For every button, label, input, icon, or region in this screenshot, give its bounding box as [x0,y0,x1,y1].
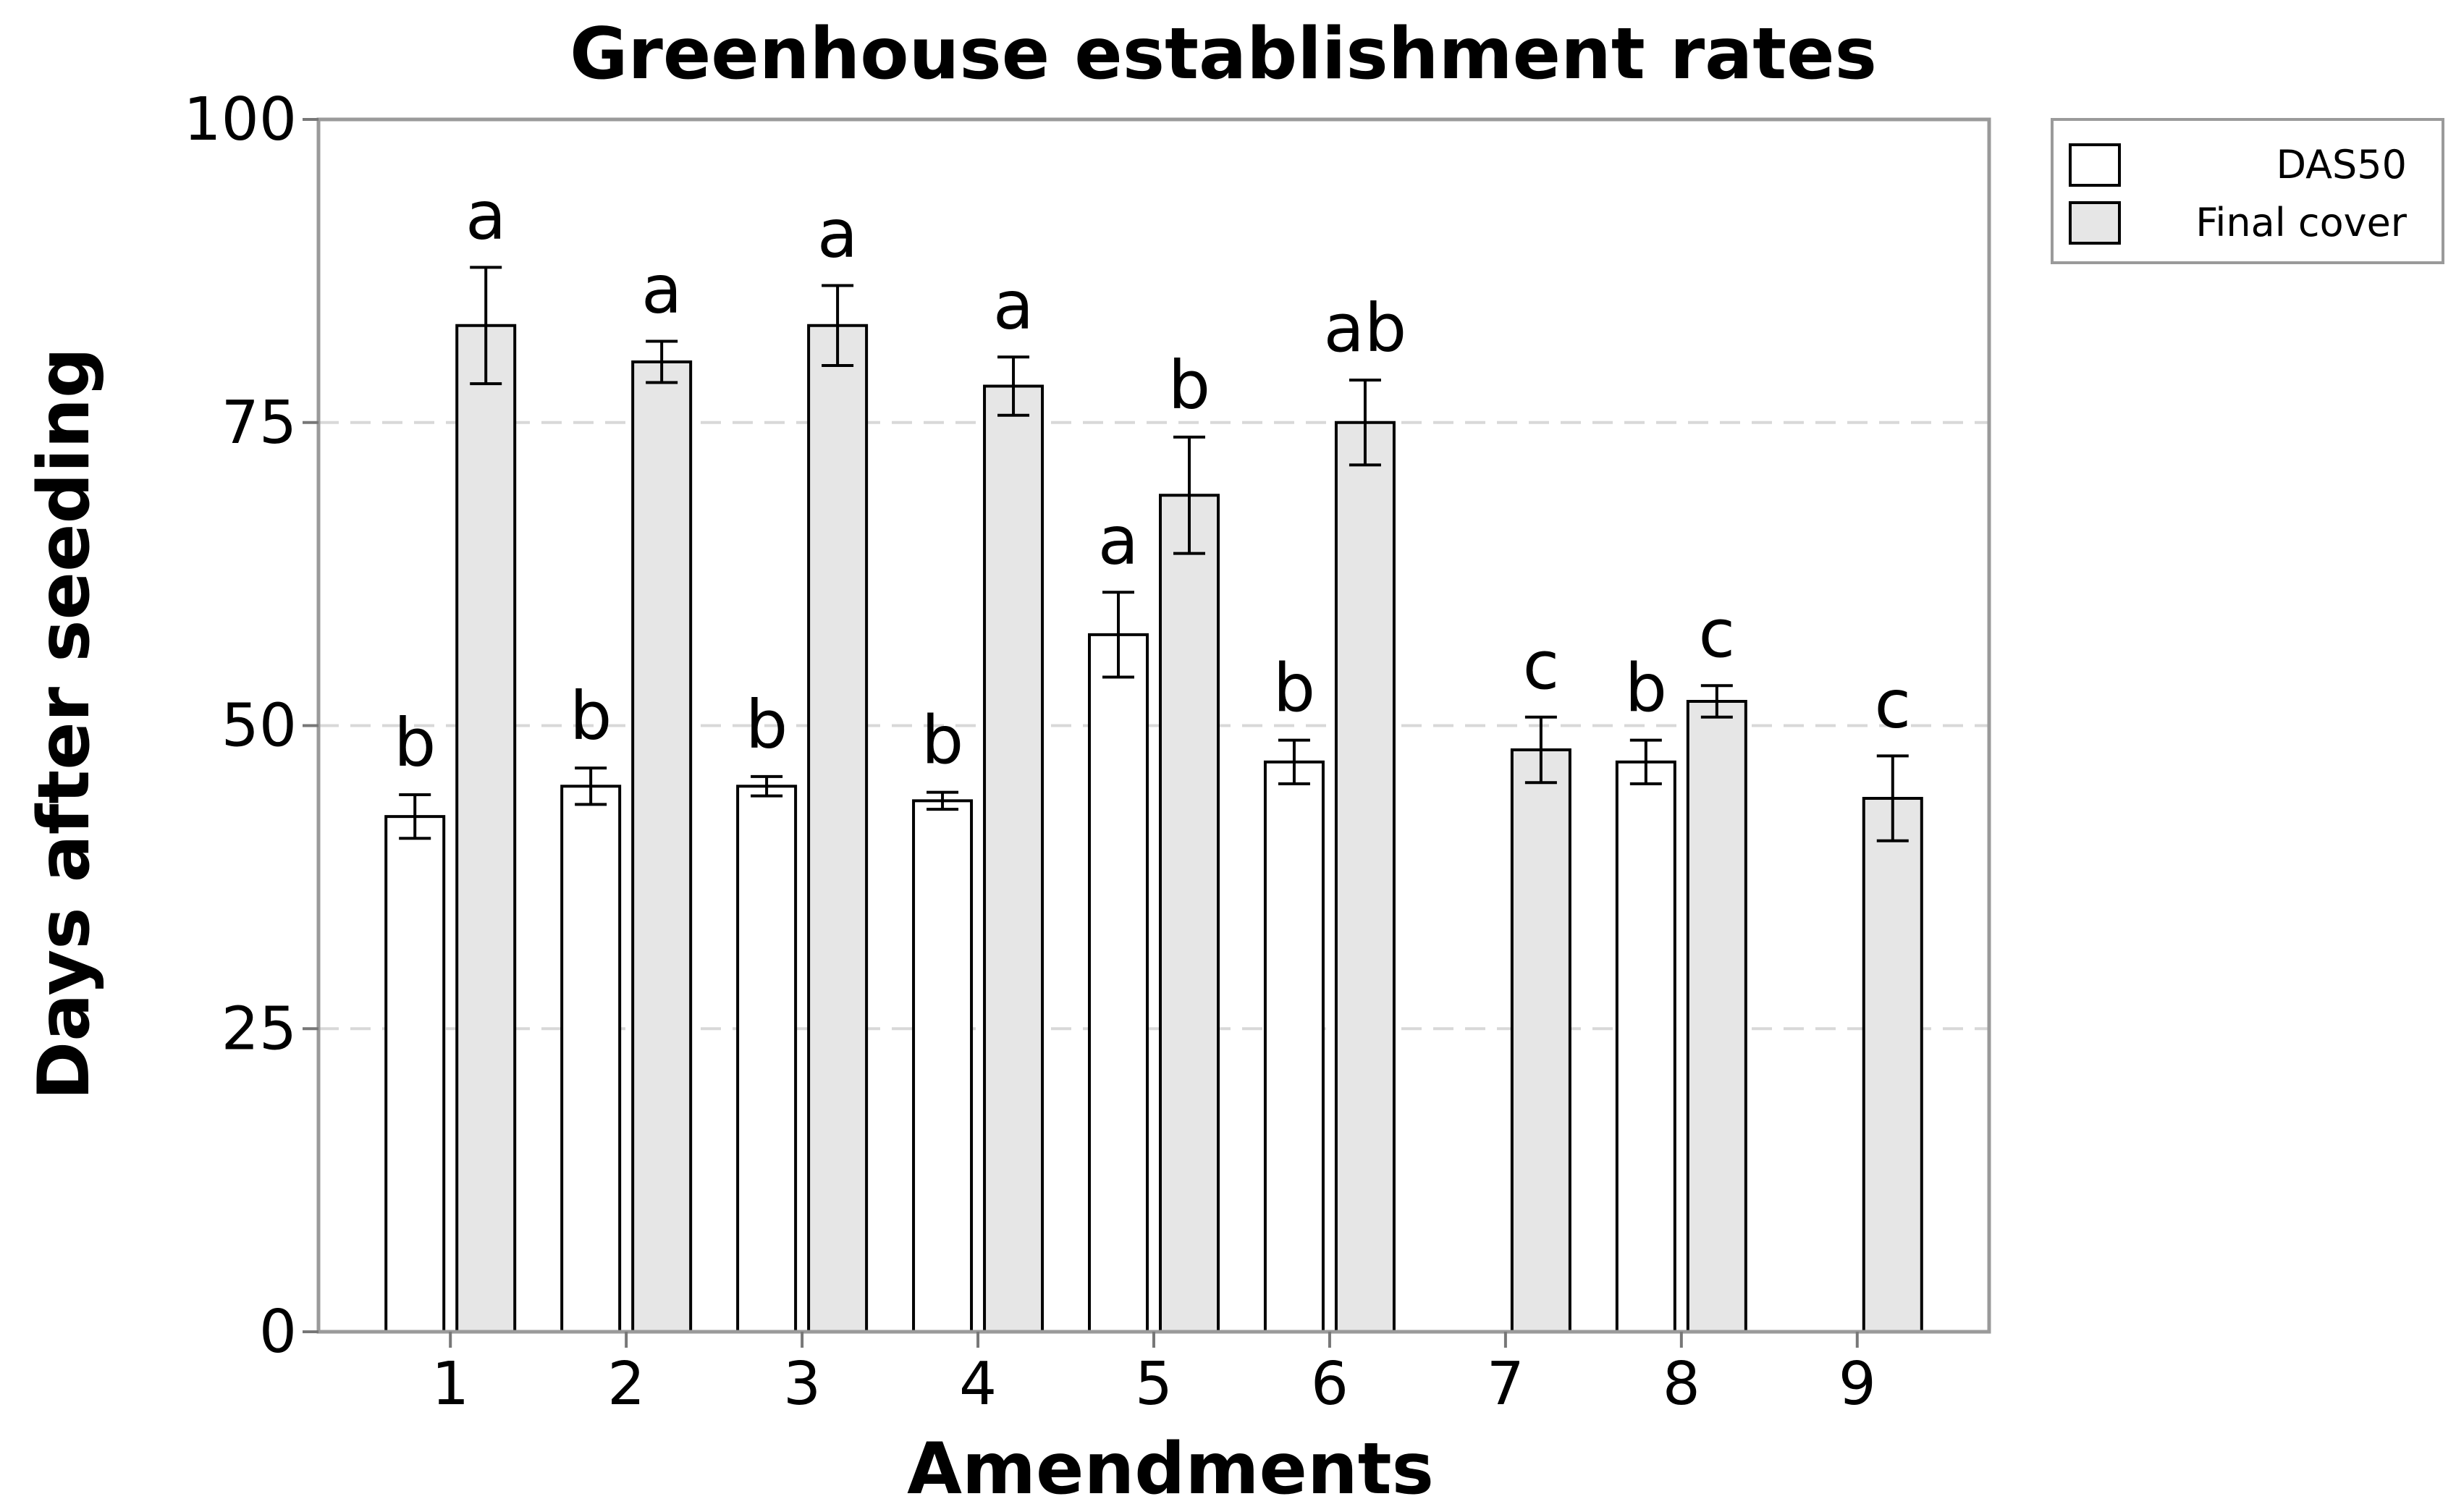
y-tick-label-75: 75 [221,389,297,457]
y-axis-ticks: 0 25 50 75 100 [183,85,318,1367]
bar-s0-5 [1088,633,1149,1333]
gridlines [318,421,1989,1031]
sig-label-s0-6: b [1273,650,1315,727]
chart-title: Greenhouse establishment rates [570,13,1877,96]
y-axis-title: Days after seeding [23,347,106,1100]
x-tick-label-7: 7 [1487,1350,1524,1419]
bar-s0-8 [1615,760,1676,1333]
sig-label-s1-5: b [1168,347,1210,424]
y-tick-label-25: 25 [221,994,297,1063]
sig-label-s1-2: a [641,251,682,329]
bar-s0-3 [736,785,798,1333]
y-tick-label-100: 100 [183,85,297,154]
x-tick-label-4: 4 [959,1350,997,1419]
legend-swatch-das50 [2069,143,2121,187]
sig-label-s0-3: b [746,686,788,764]
sig-label-s1-7: c [1523,627,1560,704]
legend: DAS50 Final cover [2051,118,2444,264]
bar-s1-6 [1334,421,1396,1333]
x-axis-title: Amendments [907,1428,1434,1511]
sig-label-s1-8: c [1699,595,1736,672]
x-axis-ticks: 1 2 3 4 5 6 7 8 9 [431,1332,1876,1419]
x-tick-label-3: 3 [783,1350,821,1419]
bar-s1-3 [807,324,869,1333]
bar-s1-8 [1686,700,1747,1333]
x-tick-label-5: 5 [1135,1350,1173,1419]
error-bars [399,266,1909,842]
bar-s0-2 [560,785,622,1333]
bar-s0-1 [384,815,446,1333]
sig-label-s1-4: a [993,266,1034,344]
bar-s1-4 [983,384,1045,1333]
sig-label-s1-1: a [465,177,506,254]
sig-label-s0-4: b [921,702,963,780]
bar-s0-4 [912,799,974,1333]
y-tick-label-50: 50 [221,692,297,761]
sig-label-s0-1: b [394,704,436,782]
bar-s0-6 [1263,760,1325,1333]
x-tick-label-9: 9 [1839,1350,1876,1419]
bar-s1-1 [455,324,517,1333]
legend-label-final-cover: Final cover [2195,200,2408,245]
sig-label-s1-9: c [1874,665,1911,743]
legend-label-das50: DAS50 [2276,142,2407,187]
x-tick-label-2: 2 [607,1350,645,1419]
bar-s1-7 [1510,748,1571,1333]
bar-s1-5 [1159,494,1220,1333]
sig-label-s1-6: ab [1324,290,1407,367]
legend-swatch-final-cover [2069,201,2121,245]
bar-s1-2 [631,360,693,1333]
x-tick-label-1: 1 [431,1350,469,1419]
sig-label-s1-3: a [817,195,858,272]
bars [384,324,1923,1333]
sig-label-s0-2: b [570,677,612,755]
y-tick-label-0: 0 [259,1298,297,1367]
sig-label-s0-8: b [1625,650,1667,727]
x-tick-label-8: 8 [1663,1350,1700,1419]
bar-s1-9 [1862,797,1923,1333]
x-tick-label-6: 6 [1311,1350,1349,1419]
sig-label-s0-5: a [1098,502,1139,579]
